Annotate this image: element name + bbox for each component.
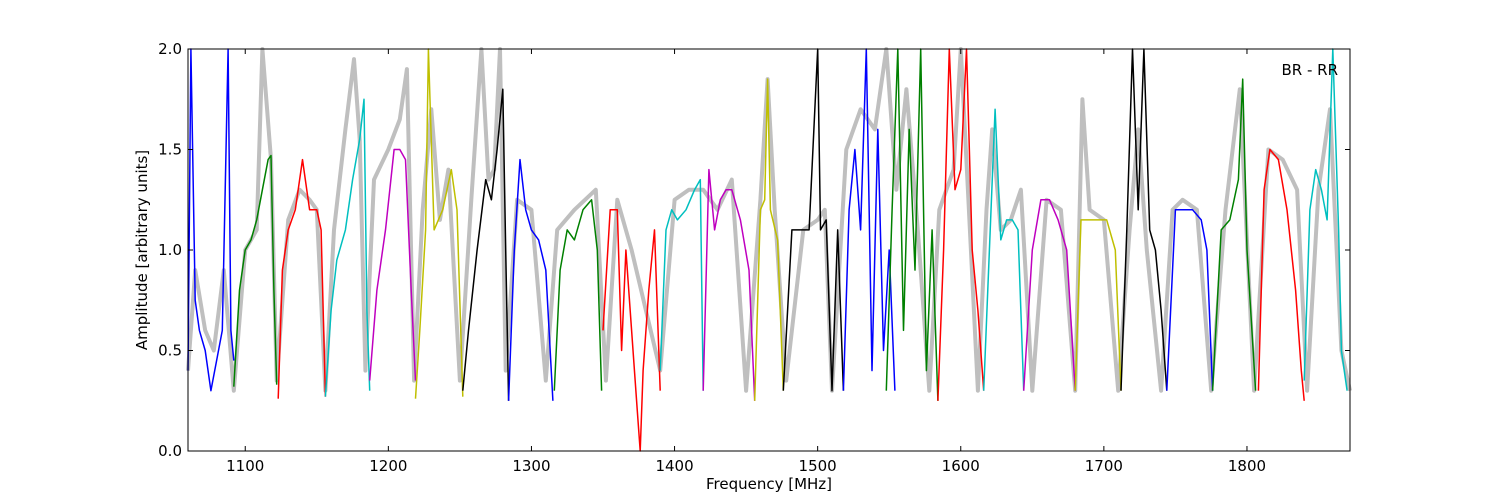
series-line-16 xyxy=(885,48,939,401)
x-tick-label: 1100 xyxy=(226,457,264,475)
series-line-1 xyxy=(187,48,235,392)
y-tick-label: 2.0 xyxy=(158,40,182,58)
series-line-14 xyxy=(782,48,845,392)
series-line-19 xyxy=(1022,199,1076,391)
y-tick-label: 1.0 xyxy=(158,241,182,259)
series-line-22 xyxy=(1166,209,1214,391)
series-line-11 xyxy=(659,178,704,391)
series-line-5 xyxy=(368,148,417,381)
x-axis-label: Frequency [MHz] xyxy=(706,475,832,493)
series-line-8 xyxy=(507,158,554,401)
series-line-9 xyxy=(553,199,603,391)
series-line-24 xyxy=(1257,148,1305,401)
x-tick-label: 1600 xyxy=(942,457,980,475)
series-line-3 xyxy=(277,158,327,399)
x-tick-label: 1200 xyxy=(369,457,407,475)
ticks-layer: 1100 1200 1300 1400 1500 1600 1700 1800 0.0 0.5 1.… xyxy=(158,40,1350,475)
background-series-layer xyxy=(186,47,1352,393)
background-series-line xyxy=(186,47,1352,393)
series-line-6 xyxy=(414,48,464,399)
x-tick-label: 1400 xyxy=(655,457,693,475)
series-line-15 xyxy=(842,48,896,391)
series-line-7 xyxy=(462,88,510,401)
y-tick-label: 0.0 xyxy=(158,442,182,460)
panel-annotation: BR - RR xyxy=(1281,61,1338,79)
series-line-18 xyxy=(982,108,1025,391)
series-line-10 xyxy=(602,209,661,452)
y-tick-label: 1.5 xyxy=(158,141,182,159)
series-line-13 xyxy=(753,78,785,401)
y-tick-label: 0.5 xyxy=(158,342,182,360)
series-line-25 xyxy=(1303,48,1348,391)
series-layer xyxy=(187,48,1348,452)
series-line-23 xyxy=(1211,78,1257,391)
series-line-4 xyxy=(324,98,371,397)
series-line-2 xyxy=(233,154,278,387)
x-tick-label: 1300 xyxy=(512,457,550,475)
y-axis-label: Amplitude [arbitrary units] xyxy=(133,150,151,350)
x-tick-label: 1500 xyxy=(799,457,837,475)
series-line-17 xyxy=(937,48,985,401)
x-tick-label: 1700 xyxy=(1085,457,1123,475)
series-line-20 xyxy=(1074,219,1122,391)
series-line-12 xyxy=(702,168,756,401)
x-tick-label: 1800 xyxy=(1228,457,1266,475)
